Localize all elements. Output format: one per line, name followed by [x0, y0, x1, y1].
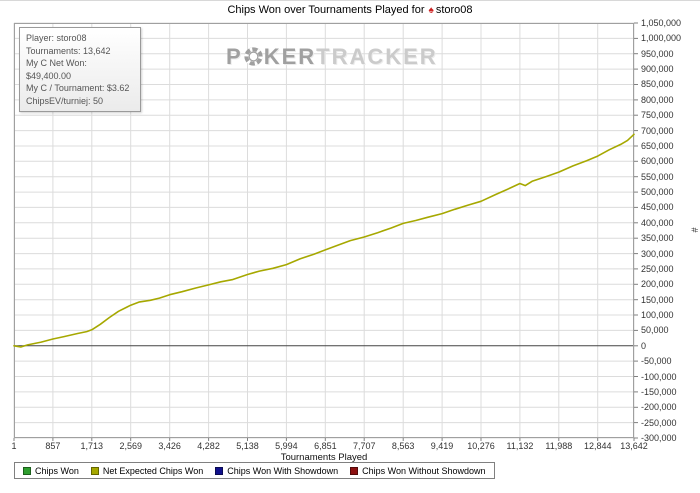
legend-label: Chips Won [35, 465, 79, 476]
chips-won-with-showdown-swatch [215, 466, 224, 475]
x-axis-tick-label: 3,426 [158, 441, 181, 451]
legend-item-net-expected-chips-won[interactable]: Net Expected Chips Won [90, 465, 204, 476]
x-axis-tick-label: 5,138 [236, 441, 259, 451]
x-axis-tick-label: 6,851 [314, 441, 337, 451]
y-axis-tick-label: 850,000 [641, 79, 674, 90]
net-expected-chips-won-swatch [90, 466, 99, 475]
y-axis-tick-label: -250,000 [641, 417, 677, 428]
y-axis-tick-label: 550,000 [641, 171, 674, 182]
pokerstars-spade-icon: ♠ [428, 5, 434, 16]
title-player-name: storo08 [435, 4, 473, 16]
chart-plot-area: P KERTRACKER Player: storo08 Tournaments… [13, 22, 638, 441]
y-axis-tick-label: 700,000 [641, 125, 674, 136]
x-axis-tick-label: 7,707 [352, 441, 376, 451]
title-text: Chips Won over Tournaments Played for [227, 4, 425, 16]
y-axis-tick-label: 150,000 [641, 294, 674, 305]
x-axis-tick-label: 11,132 [506, 441, 534, 451]
page-title: Chips Won over Tournaments Played for ♠ st… [0, 4, 700, 16]
info-per-tournament: My C / Tournament: $3.62 [26, 83, 130, 93]
x-axis-tick-label: 4,282 [197, 441, 220, 451]
pokertracker-watermark: P KERTRACKER [226, 44, 438, 70]
y-axis-tick-label: 250,000 [641, 263, 674, 274]
y-axis-tick-label: -200,000 [641, 402, 677, 413]
watermark-tracker: TRACKER [316, 44, 438, 69]
legend-label: Chips Won Without Showdown [362, 465, 486, 476]
chips-won-without-showdown-swatch [350, 466, 359, 475]
y-axis-tick-label: 450,000 [641, 202, 674, 213]
y-axis-tick-label: 200,000 [641, 279, 674, 290]
watermark-poker-ker: KER [263, 44, 317, 69]
y-axis-tick-label: -300,000 [641, 433, 677, 443]
x-axis-tick-label: 5,994 [275, 441, 298, 451]
stats-info-box: Player: storo08 Tournaments: 13,642 My C… [19, 27, 141, 112]
x-axis-title: Tournaments Played [280, 452, 368, 463]
y-axis-tick-label: -50,000 [641, 356, 672, 367]
x-axis-tick-label: 13,642 [620, 441, 648, 451]
poker-chip-icon [244, 47, 263, 66]
y-axis-tick-label: 650,000 [641, 140, 674, 151]
legend-label: Chips Won With Showdown [227, 465, 339, 476]
y-axis-tick-label: -100,000 [641, 371, 677, 382]
x-axis-tick-label: 12,844 [583, 441, 612, 451]
y-axis-tick-label: 950,000 [641, 48, 674, 59]
y-axis-tick-label: 800,000 [641, 94, 674, 105]
info-player: Player: storo08 [26, 33, 87, 43]
watermark-poker-p: P [226, 44, 243, 69]
y-axis-tick-label: 400,000 [641, 217, 674, 228]
y-axis-tick-label: 300,000 [641, 248, 674, 259]
info-chips-ev: ChipsEV/turniej: 50 [26, 95, 104, 106]
x-axis-tick-label: 1 [11, 441, 17, 451]
x-axis-tick-label: 8,563 [391, 441, 415, 451]
y-axis-tick-label: 1,050,000 [641, 18, 682, 28]
x-axis-tick-label: 10,276 [467, 441, 495, 451]
y-axis-tick-label: 0 [641, 340, 647, 351]
x-axis-tick-label: 11,988 [545, 441, 573, 451]
legend-item-chips-won[interactable]: Chips Won [23, 466, 79, 476]
legend-item-chips-won-with-showdown[interactable]: Chips Won With Showdown [215, 466, 338, 476]
x-axis-tick-label: 857 [45, 441, 61, 451]
info-tournaments: Tournaments: 13,642 [26, 45, 111, 56]
legend-label: Net Expected Chips Won [102, 465, 204, 476]
y-axis-title: # [689, 227, 700, 233]
legend-item-chips-won-without-showdown[interactable]: Chips Won Without Showdown [350, 465, 486, 476]
y-axis-tick-label: 350,000 [641, 233, 674, 244]
y-axis-tick-label: 1,000,000 [641, 33, 682, 44]
y-axis-tick-label: 100,000 [641, 310, 674, 321]
x-axis-tick-label: 9,419 [430, 441, 454, 451]
y-axis-tick-label: 900,000 [641, 64, 674, 75]
y-axis-tick-label: 50,000 [641, 325, 669, 336]
chart-plot[interactable] [13, 22, 638, 441]
y-axis-tick-label: 500,000 [641, 187, 674, 198]
x-axis-tick-label: 2,569 [119, 441, 142, 451]
chips-won-swatch [23, 466, 31, 475]
info-net-won: My C Net Won: $49,400.00 [26, 58, 87, 81]
y-axis-tick-label: 600,000 [641, 156, 674, 167]
y-axis-tick-label: -150,000 [641, 386, 677, 397]
x-axis-tick-label: 1,713 [80, 441, 104, 451]
legend: Chips Won Net Expected Chips Won Chips W… [14, 462, 495, 479]
y-axis-tick-label: 750,000 [641, 110, 674, 121]
